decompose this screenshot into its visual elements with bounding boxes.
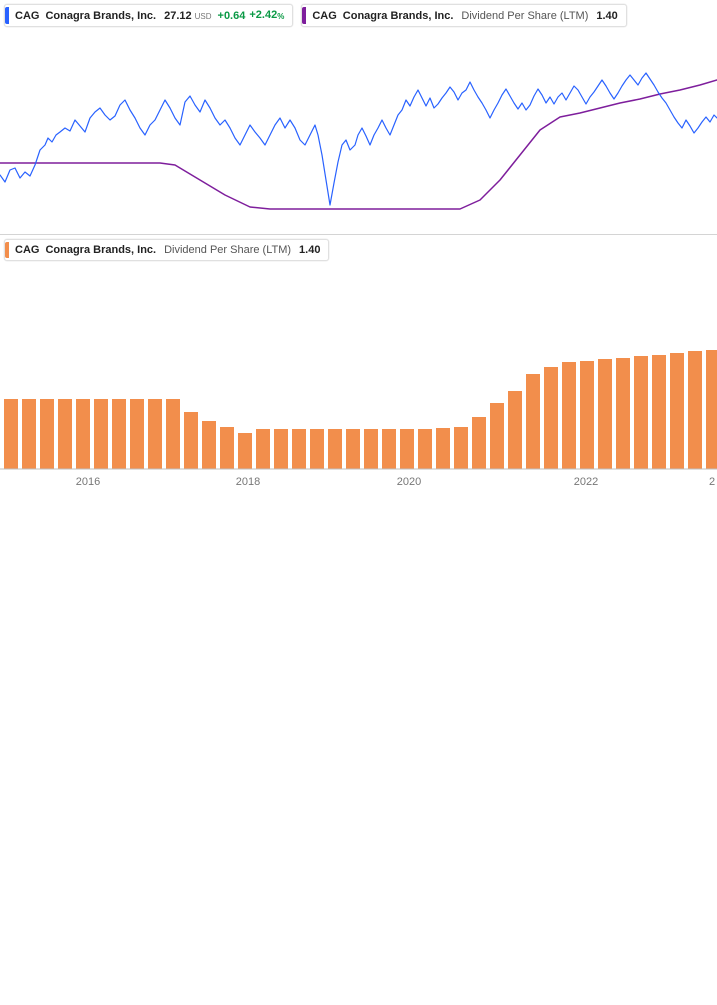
legend-dividend-line-name: Conagra Brands, Inc. — [343, 8, 454, 24]
legend-price-name: Conagra Brands, Inc. — [45, 8, 156, 24]
legend-dividend-bar-name: Conagra Brands, Inc. — [45, 242, 156, 258]
price-chart-panel: CAG Conagra Brands, Inc. 27.12 USD +0.64… — [0, 0, 717, 235]
legend-dividend-line-value: 1.40 — [596, 8, 617, 24]
legend-price-currency: USD — [195, 9, 212, 25]
legend-dividend-line-marker — [302, 7, 306, 24]
svg-text:2020: 2020 — [397, 476, 421, 488]
percent-sign: % — [277, 12, 284, 21]
svg-text:2016: 2016 — [76, 476, 100, 488]
svg-text:2: 2 — [709, 476, 715, 488]
legend-price-value: 27.12 — [164, 8, 192, 24]
bottom-legend-row: CAG Conagra Brands, Inc. Dividend Per Sh… — [4, 239, 329, 261]
bottom-chart-svg: 2016 2018 2020 2022 2 — [0, 235, 717, 495]
svg-text:2018: 2018 — [236, 476, 260, 488]
legend-dividend-bar-ticker: CAG — [15, 242, 39, 258]
legend-dividend-bar[interactable]: CAG Conagra Brands, Inc. Dividend Per Sh… — [4, 239, 329, 261]
legend-price-change-abs: +0.64 — [218, 8, 246, 24]
legend-dividend-line-metric: Dividend Per Share (LTM) — [461, 8, 588, 24]
legend-dividend-line-ticker: CAG — [312, 8, 336, 24]
dividend-bar-panel: CAG Conagra Brands, Inc. Dividend Per Sh… — [0, 235, 717, 495]
legend-dividend-bar-value: 1.40 — [299, 242, 320, 258]
legend-price-change-pct: +2.42% — [249, 7, 284, 24]
legend-dividend-bar-metric: Dividend Per Share (LTM) — [164, 242, 291, 258]
legend-price-ticker: CAG — [15, 8, 39, 24]
legend-dividend-bar-marker — [5, 242, 9, 258]
top-legend-row: CAG Conagra Brands, Inc. 27.12 USD +0.64… — [4, 4, 627, 27]
legend-dividend-line[interactable]: CAG Conagra Brands, Inc. Dividend Per Sh… — [301, 4, 626, 27]
svg-text:2022: 2022 — [574, 476, 598, 488]
legend-price-marker — [5, 7, 9, 24]
legend-price[interactable]: CAG Conagra Brands, Inc. 27.12 USD +0.64… — [4, 4, 293, 27]
legend-price-change-pct-num: +2.42 — [249, 9, 277, 21]
top-chart-svg — [0, 0, 717, 235]
